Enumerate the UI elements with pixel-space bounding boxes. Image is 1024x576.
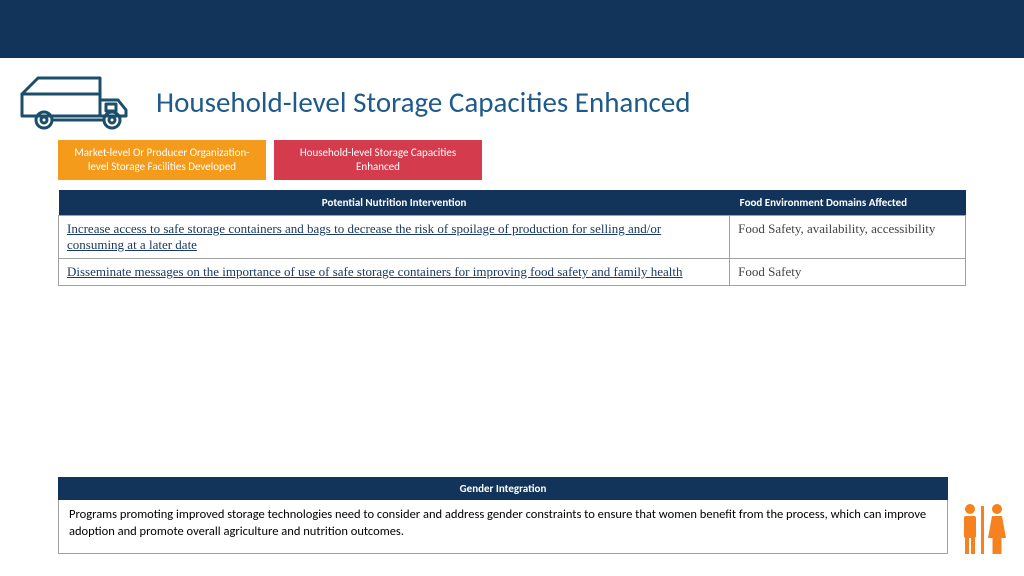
page-title: Household-level Storage Capacities Enhan…: [156, 84, 691, 120]
tab-market-level[interactable]: Market-level Or Producer Organization-le…: [58, 140, 266, 180]
interventions-table: Potential Nutrition Intervention Food En…: [58, 190, 966, 286]
truck-icon-stroke: [22, 78, 126, 128]
table-row: Disseminate messages on the importance o…: [59, 259, 966, 286]
truck-icon: [14, 72, 134, 132]
col-header-intervention: Potential Nutrition Intervention: [59, 190, 730, 216]
table-header-row: Potential Nutrition Intervention Food En…: [59, 190, 966, 216]
domain-cell: Food Safety: [730, 259, 966, 286]
tabs: Market-level Or Producer Organization-le…: [0, 140, 1024, 190]
gender-body: Programs promoting improved storage tech…: [58, 500, 948, 554]
gender-header: Gender Integration: [58, 477, 948, 500]
domain-cell: Food Safety, availability, accessibility: [730, 216, 966, 259]
intervention-link[interactable]: Disseminate messages on the importance o…: [59, 259, 730, 286]
col-header-domains: Food Environment Domains Affected: [730, 190, 966, 216]
table-row: Increase access to safe storage containe…: [59, 216, 966, 259]
intervention-link[interactable]: Increase access to safe storage containe…: [59, 216, 730, 259]
people-icon: [956, 502, 1010, 558]
top-banner: [0, 0, 1024, 58]
title-row: Household-level Storage Capacities Enhan…: [0, 58, 1024, 140]
tab-household-level[interactable]: Household-level Storage Capacities Enhan…: [274, 140, 482, 180]
people-icon-fill: [964, 504, 1006, 554]
content-area: Potential Nutrition Intervention Food En…: [0, 190, 1024, 286]
gender-integration-block: Gender Integration Programs promoting im…: [58, 477, 948, 554]
